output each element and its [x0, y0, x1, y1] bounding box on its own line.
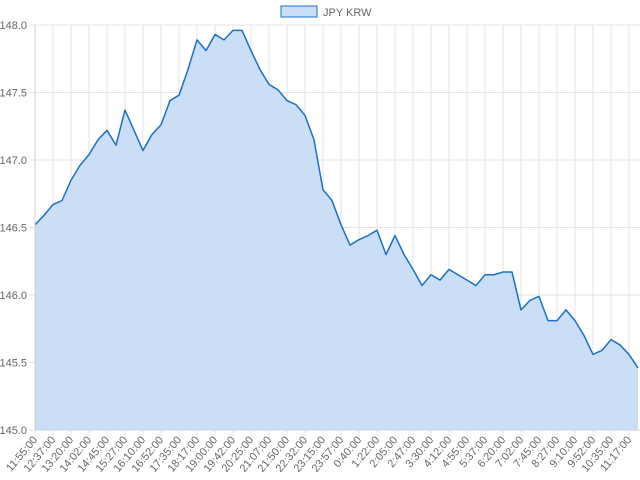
y-tick-label: 147.5	[0, 88, 27, 100]
y-tick-label: 145.5	[0, 358, 27, 370]
line	[34, 29, 639, 369]
y-tick-label: 148.0	[0, 20, 27, 32]
legend-label: JPY KRW	[323, 7, 372, 19]
y-tick-label: 147.0	[0, 155, 27, 167]
legend-swatch	[280, 5, 318, 18]
area	[35, 30, 638, 431]
y-tick-label: 145.0	[0, 425, 27, 437]
y-tick-label: 146.5	[0, 223, 27, 235]
legend: JPY KRW	[280, 5, 372, 19]
y-tick-label: 146.0	[0, 290, 27, 302]
